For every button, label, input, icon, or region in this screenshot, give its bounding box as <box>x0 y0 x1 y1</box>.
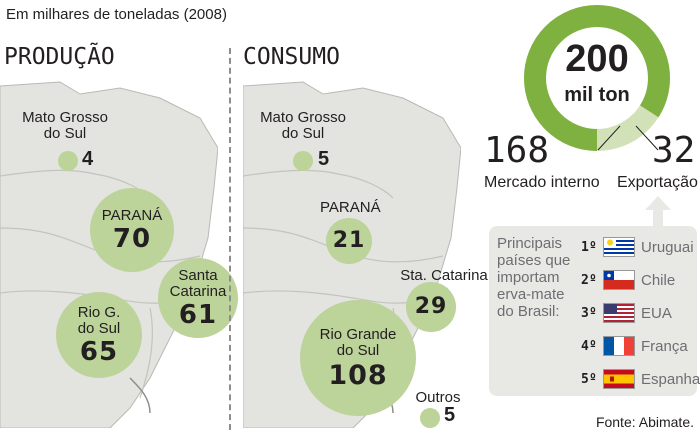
consumo-sc-value: 29 <box>414 294 448 319</box>
exportacao-label: Exportação <box>617 174 698 191</box>
consumo-sc-label: Sta. Catarina <box>400 267 488 284</box>
consumo-pr-circle: 21 <box>326 218 372 264</box>
usa-flag-icon <box>603 303 635 323</box>
consumo-sc-circle: 29 <box>406 282 456 332</box>
consumo-pr-value: 21 <box>332 228 366 253</box>
importer-row: 2º Chile <box>581 270 676 290</box>
producao-title: PRODUÇÃO <box>4 44 115 70</box>
consumo-pr-label: PARANÁ <box>320 199 381 216</box>
producao-sc-circle: Santa Catarina 61 <box>158 258 238 338</box>
producao-rs-value: 65 <box>79 336 119 367</box>
producao-ms-dot <box>58 151 78 171</box>
total-value: 200 <box>565 38 629 80</box>
consumo-rs-circle: Rio Grande do Sul 108 <box>300 300 416 416</box>
producao-pr-circle: PARANÁ 70 <box>90 188 174 272</box>
producao-ms-label: Mato Grosso do Sul <box>22 109 108 142</box>
producao-pr-value: 70 <box>112 224 152 255</box>
importer-row: 4º França <box>581 336 688 356</box>
consumo-rs-label-1: Rio Grande <box>319 326 397 344</box>
producao-rs-label-2: do Sul <box>77 320 121 337</box>
producao-rs-label-1: Rio G. <box>77 304 121 322</box>
mercado-interno-label: Mercado interno <box>484 174 600 191</box>
importer-row: 1º Uruguai <box>581 237 694 257</box>
consumo-outros-dot <box>420 408 440 428</box>
producao-sc-label-1: Santa <box>178 267 218 285</box>
france-flag-icon <box>603 336 635 356</box>
consumo-ms-dot <box>293 151 313 171</box>
consumo-rs-label-2: do Sul <box>336 342 380 359</box>
exportacao-value: 32 <box>652 130 696 171</box>
mercado-interno-value: 168 <box>484 130 550 171</box>
donut-domestic-segment <box>524 5 670 151</box>
importers-description: Principais países que importam erva-mate… <box>497 235 571 320</box>
producao-sc-label-2: Catarina <box>169 283 227 300</box>
producao-pr-label: PARANÁ <box>101 206 163 224</box>
consumo-rs-value: 108 <box>328 359 388 391</box>
spain-flag-icon <box>603 369 635 389</box>
section-divider <box>229 48 231 430</box>
source-note: Fonte: Abimate. <box>595 414 694 430</box>
importer-row: 5º Espanha <box>581 369 700 389</box>
total-unit: mil ton <box>564 84 630 106</box>
chile-flag-icon <box>603 270 635 290</box>
leader-line-right <box>635 125 659 151</box>
leader-line-left <box>597 125 621 151</box>
producao-ms-value: 4 <box>82 148 94 170</box>
consumo-title: CONSUMO <box>243 44 340 70</box>
importer-row: 3º EUA <box>581 303 672 323</box>
consumo-ms-label: Mato Grosso do Sul <box>260 109 346 142</box>
subtitle: Em milhares de toneladas (2008) <box>6 6 227 23</box>
consumo-outros-label: Outros <box>415 389 461 406</box>
total-donut <box>524 5 670 151</box>
consumo-outros-value: 5 <box>444 404 456 426</box>
producao-rs-circle: Rio G. do Sul 65 <box>56 292 142 378</box>
uruguay-flag-icon <box>603 237 635 257</box>
importers-panel: Principais países que importam erva-mate… <box>489 226 700 396</box>
consumo-ms-value: 5 <box>318 148 330 170</box>
up-arrow-icon <box>645 196 671 228</box>
producao-sc-value: 61 <box>178 299 218 330</box>
